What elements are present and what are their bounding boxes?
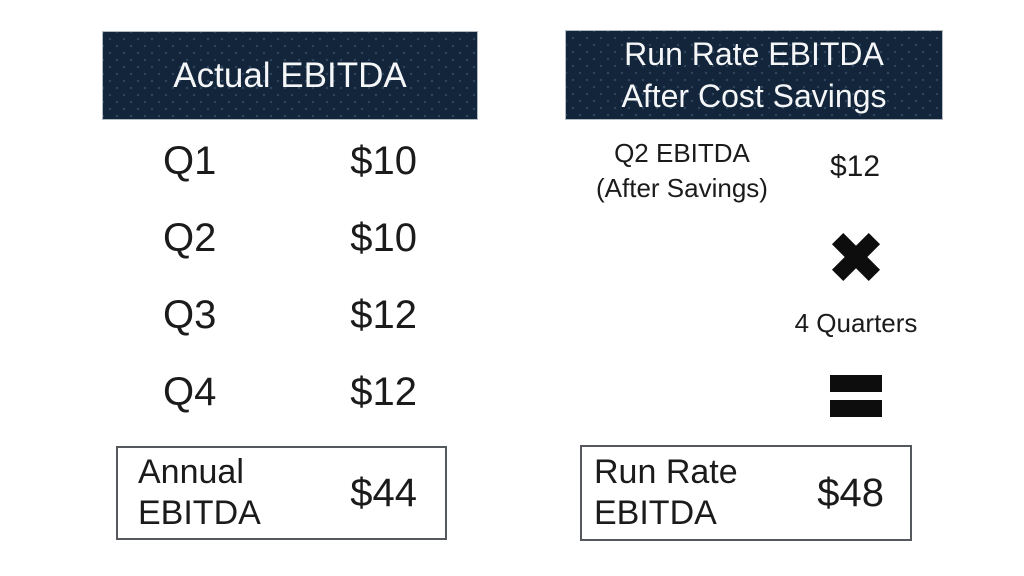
run-rate-ebitda-header: Run Rate EBITDA After Cost Savings <box>565 30 943 120</box>
quarter-value: $12 <box>350 369 417 414</box>
quarter-row-q3: Q3 $12 <box>163 291 417 339</box>
quarter-label: Q4 <box>163 369 217 414</box>
run-rate-ebitda-value: $48 <box>817 470 884 515</box>
run-rate-ebitda-header-label: Run Rate EBITDA After Cost Savings <box>621 35 887 114</box>
q2-after-savings-value: $12 <box>829 150 881 183</box>
quarter-value: $10 <box>350 215 417 260</box>
annual-ebitda-label: Annual EBITDA <box>138 452 261 532</box>
quarter-label: Q1 <box>163 138 217 183</box>
run-rate-ebitda-label: Run Rate EBITDA <box>594 452 738 532</box>
equals-icon-bar <box>830 375 882 392</box>
quarter-row-q4: Q4 $12 <box>163 368 417 416</box>
equals-icon-gap <box>830 392 882 400</box>
quarter-value: $12 <box>350 292 417 337</box>
actual-ebitda-header: Actual EBITDA <box>102 31 478 120</box>
equals-icon-bar <box>830 400 882 417</box>
quarter-label: Q3 <box>163 292 217 337</box>
annual-ebitda-value: $44 <box>350 470 417 515</box>
quarter-label: Q2 <box>163 215 217 260</box>
annual-ebitda-box: Annual EBITDA $44 <box>116 446 447 540</box>
quarter-value: $10 <box>350 138 417 183</box>
q2-after-savings-label: Q2 EBITDA (After Savings) <box>596 138 768 204</box>
quarter-row-q2: Q2 $10 <box>163 214 417 262</box>
equals-icon <box>830 375 882 417</box>
four-quarters-label: 4 Quarters <box>794 308 918 338</box>
actual-ebitda-header-label: Actual EBITDA <box>173 55 407 95</box>
multiply-icon <box>830 231 882 283</box>
run-rate-ebitda-box: Run Rate EBITDA $48 <box>580 445 912 541</box>
quarter-row-q1: Q1 $10 <box>163 137 417 185</box>
